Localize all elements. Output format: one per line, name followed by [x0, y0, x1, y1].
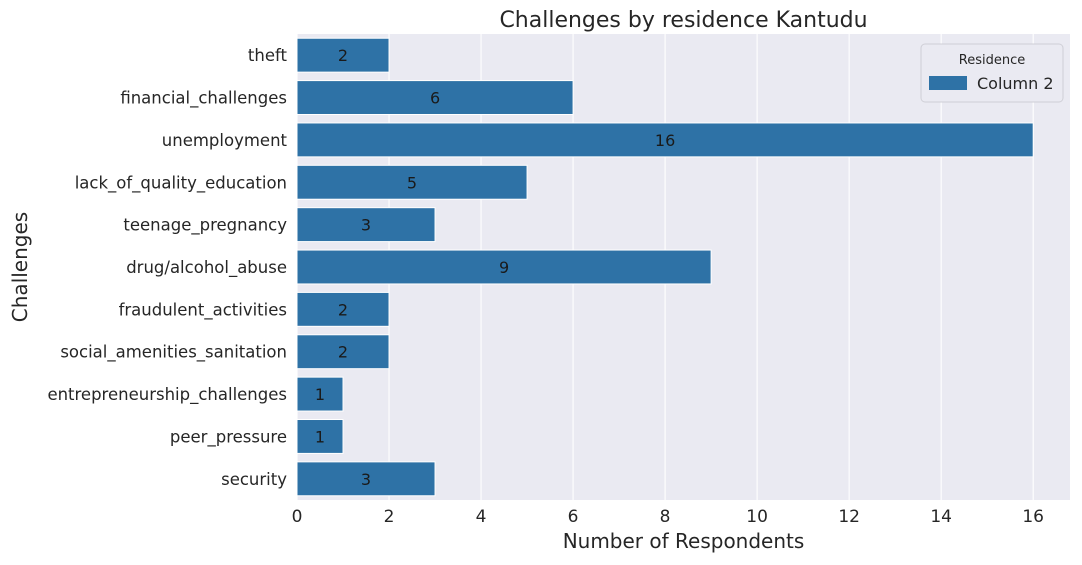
y-tick-label: financial_challenges — [120, 89, 287, 109]
bar — [296, 419, 344, 454]
bar — [296, 80, 574, 115]
y-tick-label: entrepreneurship_challenges — [47, 385, 287, 405]
y-tick-label: lack_of_quality_education — [75, 173, 287, 193]
bar — [296, 207, 436, 243]
y-tick-labels: theft financial_challenges unemployment lac… — [47, 46, 287, 489]
x-tick-label: 0 — [292, 507, 303, 527]
y-tick-label: peer_pressure — [170, 427, 287, 447]
y-tick-label: teenage_pregnancy — [123, 216, 287, 236]
bar-value-label: 1 — [315, 427, 325, 446]
legend: Residence Column 2 — [920, 43, 1064, 103]
bar — [296, 291, 390, 327]
y-tick-label: fraudulent_activities — [119, 300, 287, 320]
bars — [296, 37, 1034, 497]
x-tick-label: 10 — [746, 507, 768, 527]
x-tick-label: 6 — [568, 507, 579, 527]
bar — [296, 249, 712, 285]
bar-value-label: 1 — [315, 385, 325, 404]
x-tick-label: 8 — [660, 507, 671, 527]
chart-title: Challenges by residence Kantudu — [499, 8, 867, 33]
x-axis-label: Number of Respondents — [563, 529, 805, 553]
bar — [296, 164, 528, 200]
data-labels: 2 6 16 5 3 9 2 2 1 1 3 — [315, 46, 675, 489]
bar — [296, 334, 390, 370]
bar-value-label: 9 — [499, 258, 509, 277]
y-axis-label: Challenges — [8, 212, 32, 322]
x-tick-labels: 0 2 4 6 8 10 12 14 16 — [292, 507, 1044, 527]
x-tick-label: 14 — [930, 507, 952, 527]
x-tick-label: 2 — [384, 507, 395, 527]
bar-value-label: 3 — [361, 216, 371, 235]
legend-title: Residence — [959, 53, 1025, 68]
x-tick-label: 4 — [476, 507, 487, 527]
bar — [296, 37, 390, 73]
bar — [296, 122, 1034, 158]
legend-swatch — [929, 76, 967, 90]
bar — [296, 376, 344, 412]
bar-value-label: 5 — [407, 173, 417, 192]
y-tick-label: security — [221, 470, 287, 489]
legend-series-label: Column 2 — [977, 74, 1054, 93]
bar-value-label: 2 — [338, 46, 348, 65]
y-tick-label: social_amenities_sanitation — [60, 343, 287, 363]
y-tick-label: unemployment — [162, 131, 288, 150]
bar-value-label: 6 — [430, 89, 440, 108]
bar — [296, 461, 436, 497]
bar-value-label: 2 — [338, 343, 348, 362]
bar-value-label: 16 — [655, 131, 675, 150]
y-tick-label: theft — [248, 46, 288, 65]
bar-value-label: 3 — [361, 470, 371, 489]
bar-value-label: 2 — [338, 300, 348, 319]
y-tick-label: drug/alcohol_abuse — [126, 258, 287, 278]
x-tick-label: 16 — [1022, 507, 1044, 527]
x-tick-label: 12 — [838, 507, 860, 527]
